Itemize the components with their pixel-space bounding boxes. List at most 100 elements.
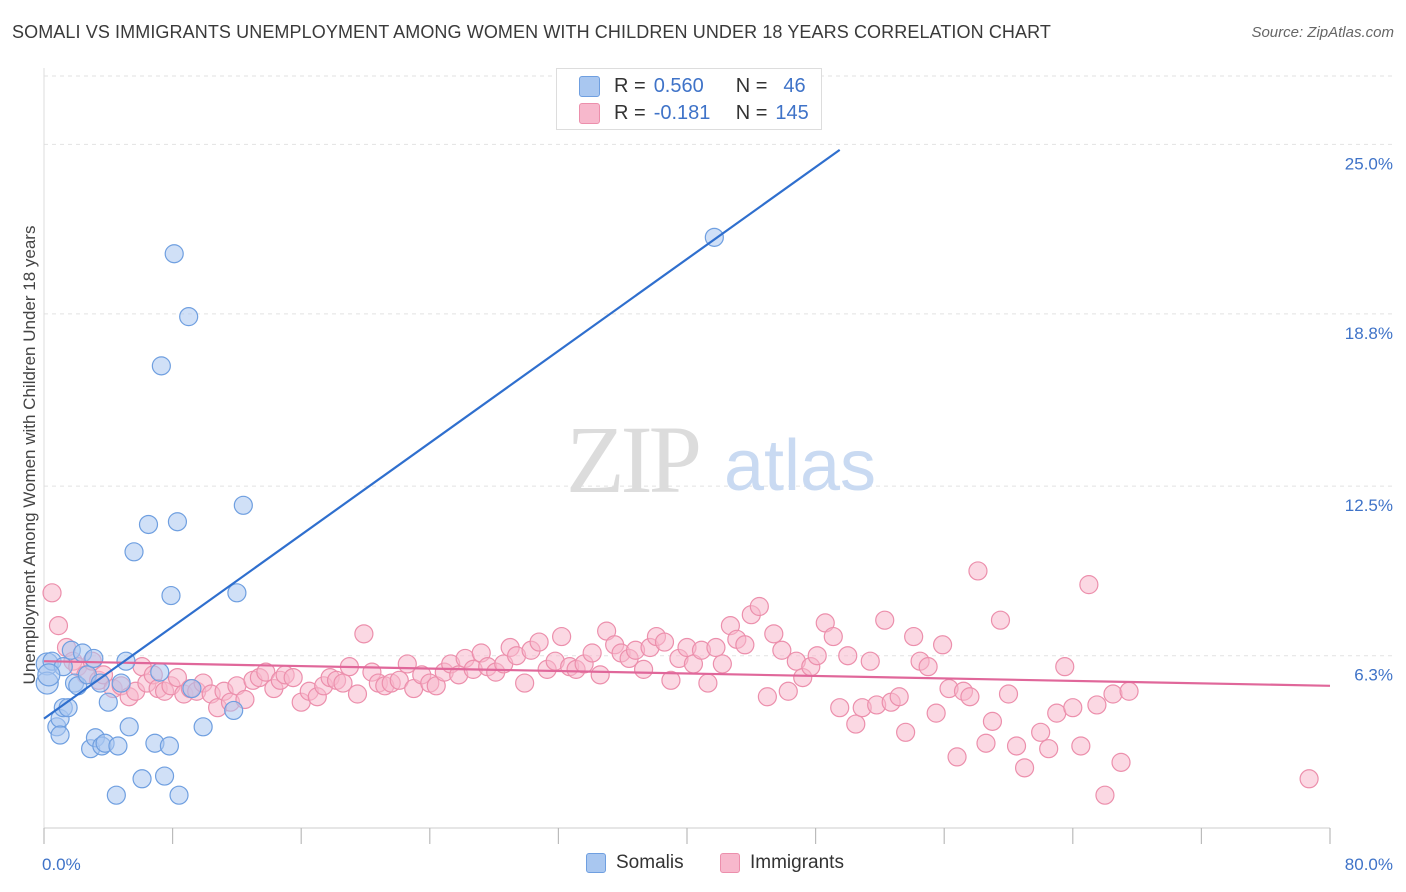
somalis-point xyxy=(98,692,118,712)
immigrants-point xyxy=(1063,698,1083,718)
immigrants-point xyxy=(590,665,610,685)
somalis-swatch xyxy=(579,76,600,97)
somalis-point xyxy=(193,717,213,737)
legend-immigrants-label: Immigrants xyxy=(750,852,844,873)
immigrants-point xyxy=(757,687,777,707)
somalis-point xyxy=(167,512,188,532)
immigrants-point xyxy=(918,657,938,677)
somalis-r-value: 0.560 xyxy=(653,75,704,97)
immigrants-point xyxy=(764,624,784,644)
legend-item-immigrants[interactable]: Immigrants xyxy=(720,852,844,874)
somalis-points xyxy=(35,227,724,805)
chart-title: SOMALI VS IMMIGRANTS UNEMPLOYMENT AMONG … xyxy=(12,22,1051,42)
immigrants-n-value: 145 xyxy=(775,102,809,124)
bottom-legend: Somalis Immigrants xyxy=(0,850,1406,880)
legend-somalis-swatch xyxy=(586,853,606,873)
somalis-point xyxy=(50,725,70,745)
immigrants-point xyxy=(976,733,996,753)
somalis-point xyxy=(124,542,144,562)
gridlines xyxy=(43,68,1394,828)
immigrants-point xyxy=(1039,739,1059,759)
immigrants-points xyxy=(42,561,1319,805)
stats-row-immigrants: R = -0.181 N = 145 xyxy=(579,102,809,125)
source-label: Source: ZipAtlas.com xyxy=(1251,24,1394,41)
immigrants-point xyxy=(698,673,718,693)
immigrants-point xyxy=(889,687,909,707)
immigrants-point xyxy=(896,722,916,742)
immigrants-point xyxy=(772,640,792,660)
y-tick-label: 18.8% xyxy=(1345,324,1393,343)
somalis-point xyxy=(151,356,171,376)
immigrants-point xyxy=(1006,736,1027,756)
somalis-point xyxy=(37,663,61,687)
immigrants-point xyxy=(1095,785,1115,805)
stats-legend: R = 0.560 N = 46 R = -0.181 N = 145 xyxy=(556,68,822,130)
somalis-point xyxy=(227,583,247,603)
immigrants-point xyxy=(48,616,69,636)
y-tick-label: 12.5% xyxy=(1345,496,1393,515)
immigrants-point xyxy=(982,711,1003,731)
legend-somalis-label: Somalis xyxy=(616,852,684,873)
immigrants-point xyxy=(998,684,1019,704)
x-axis xyxy=(43,827,1331,844)
immigrants-point xyxy=(1119,681,1139,701)
somalis-r-label: R = xyxy=(614,75,646,97)
immigrants-point xyxy=(823,626,843,647)
immigrants-point xyxy=(712,654,732,674)
immigrants-point xyxy=(167,667,188,688)
immigrants-point xyxy=(926,703,946,723)
immigrants-point xyxy=(529,632,549,652)
immigrants-r-value: -0.181 xyxy=(653,102,711,124)
immigrants-point xyxy=(735,635,755,655)
somalis-point xyxy=(119,717,139,737)
somalis-point xyxy=(111,673,131,693)
somalis-point xyxy=(132,769,152,789)
immigrants-point xyxy=(552,626,572,647)
immigrants-point xyxy=(654,632,675,652)
immigrants-point xyxy=(807,646,827,666)
somalis-point xyxy=(150,662,170,682)
immigrants-point xyxy=(283,667,303,688)
stats-row-somalis: R = 0.560 N = 46 xyxy=(579,75,806,98)
immigrants-point xyxy=(256,662,276,682)
immigrants-point xyxy=(1103,684,1123,704)
y-tick-labels: 6.3% 12.5% 18.8% 25.0% xyxy=(1345,154,1393,684)
somalis-n-value: 46 xyxy=(783,75,806,97)
immigrants-point xyxy=(389,670,409,690)
somalis-point xyxy=(90,673,110,693)
immigrants-point xyxy=(846,714,866,734)
immigrants-point xyxy=(706,637,726,658)
somalis-n-label: N = xyxy=(735,75,768,97)
somalis-trend-line xyxy=(43,148,841,720)
watermark: ZIP atlas xyxy=(566,406,876,513)
immigrants-point xyxy=(1014,758,1035,778)
immigrants-trend-line xyxy=(43,660,1331,687)
somalis-point xyxy=(182,678,202,699)
somalis-point xyxy=(161,585,181,606)
immigrants-point xyxy=(354,624,374,644)
y-tick-label: 6.3% xyxy=(1354,666,1393,685)
immigrants-r-label: R = xyxy=(614,102,646,124)
immigrants-n-label: N = xyxy=(735,102,768,124)
somalis-point xyxy=(84,648,104,669)
immigrants-point xyxy=(633,659,654,679)
somalis-point xyxy=(159,736,179,756)
immigrants-point xyxy=(904,626,924,647)
immigrants-point xyxy=(1111,752,1131,772)
watermark-zip: ZIP xyxy=(566,406,699,513)
somalis-point xyxy=(106,785,126,805)
immigrants-point xyxy=(1299,769,1319,789)
x-tick-label-min: 0.0% xyxy=(42,855,81,874)
immigrants-point xyxy=(947,747,967,767)
immigrants-point xyxy=(661,670,681,690)
legend-immigrants-swatch xyxy=(720,853,740,873)
immigrants-point xyxy=(1079,575,1099,595)
immigrants-point xyxy=(968,561,988,581)
immigrants-point xyxy=(1031,722,1051,742)
watermark-atlas: atlas xyxy=(724,426,876,506)
somalis-point xyxy=(233,495,253,515)
legend-item-somalis[interactable]: Somalis xyxy=(586,852,684,874)
somalis-point xyxy=(108,736,128,756)
immigrants-point xyxy=(838,646,858,666)
